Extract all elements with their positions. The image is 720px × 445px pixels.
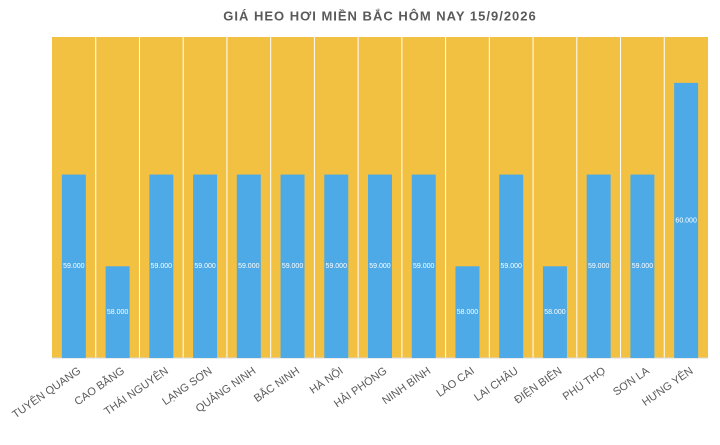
value-label: 58.000 <box>544 309 566 316</box>
bar <box>149 174 174 358</box>
bar <box>105 266 130 358</box>
chart-title: GIÁ HEO HƠI MIỀN BẮC HÔM NAY 15/9/2026 <box>223 8 537 23</box>
x-tick-label: LÀO CAI <box>434 364 477 400</box>
x-tick-label: NINH BÌNH <box>380 364 434 407</box>
bar <box>368 174 392 358</box>
value-label: 58.000 <box>107 309 129 316</box>
value-label: 59.000 <box>63 263 85 270</box>
bar <box>236 174 261 358</box>
value-label: 59.000 <box>194 263 216 270</box>
value-label: 59.000 <box>151 263 173 270</box>
x-tick-label: HÀ NỘI <box>307 364 346 396</box>
value-label: 59.000 <box>369 263 391 270</box>
bar <box>542 266 567 358</box>
bar <box>455 266 480 358</box>
bar <box>411 174 436 358</box>
x-tick-label: SƠN LA <box>611 365 652 399</box>
value-label: 58.000 <box>457 309 479 316</box>
bar <box>674 82 699 358</box>
value-label: 59.000 <box>238 263 260 270</box>
value-label: 59.000 <box>632 263 654 270</box>
x-tick-label: ĐIỆN BIÊN <box>512 364 565 406</box>
bar <box>61 174 86 358</box>
value-label: 60.000 <box>675 217 697 224</box>
value-label: 59.000 <box>588 263 610 270</box>
x-tick-label: TUYÊN QUANG <box>10 364 84 421</box>
value-label: 59.000 <box>500 263 522 270</box>
bar <box>280 174 305 358</box>
x-tick-label: BẮC NINH <box>251 364 302 405</box>
bar <box>324 174 349 358</box>
value-label: 59.000 <box>282 263 304 270</box>
x-tick-label: PHÚ THỌ <box>560 364 608 403</box>
value-label: 59.000 <box>326 263 348 270</box>
bar <box>630 174 655 358</box>
bar <box>193 174 218 358</box>
bar <box>586 174 611 358</box>
value-label: 59.000 <box>413 263 435 270</box>
bar <box>499 174 524 358</box>
